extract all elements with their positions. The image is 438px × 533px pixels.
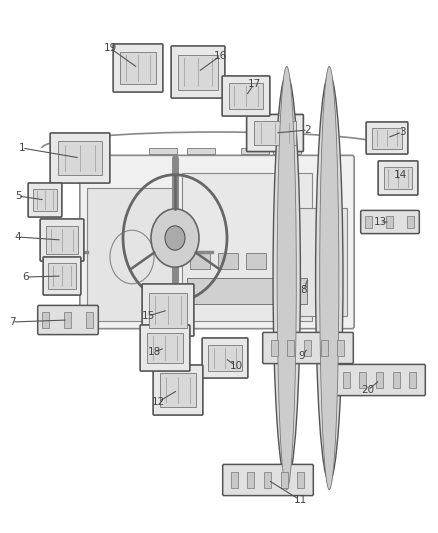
- Text: 16: 16: [213, 51, 226, 61]
- Text: 12: 12: [152, 397, 165, 407]
- FancyBboxPatch shape: [40, 219, 84, 261]
- Bar: [393, 372, 400, 389]
- Bar: [287, 340, 294, 357]
- Text: 10: 10: [230, 361, 243, 371]
- Bar: [230, 472, 237, 488]
- Circle shape: [151, 209, 199, 267]
- Bar: [187, 148, 215, 154]
- Bar: [337, 340, 344, 357]
- Bar: [271, 340, 278, 357]
- FancyBboxPatch shape: [140, 325, 190, 371]
- Ellipse shape: [320, 67, 339, 490]
- Bar: [182, 173, 312, 321]
- Circle shape: [165, 226, 185, 250]
- Bar: [274, 253, 294, 269]
- FancyBboxPatch shape: [222, 76, 270, 116]
- Bar: [376, 372, 383, 389]
- Text: 2: 2: [305, 125, 311, 135]
- Text: 18: 18: [147, 347, 161, 357]
- FancyBboxPatch shape: [38, 305, 98, 335]
- Bar: [64, 312, 71, 328]
- Text: 17: 17: [247, 79, 261, 89]
- Bar: [190, 253, 210, 269]
- Text: 15: 15: [141, 311, 155, 321]
- Bar: [247, 472, 254, 488]
- FancyBboxPatch shape: [360, 211, 419, 233]
- FancyBboxPatch shape: [113, 44, 163, 92]
- Bar: [343, 372, 350, 389]
- Bar: [48, 263, 76, 288]
- Bar: [160, 373, 196, 407]
- Bar: [254, 121, 296, 146]
- FancyBboxPatch shape: [247, 115, 304, 151]
- Bar: [386, 216, 393, 228]
- Bar: [149, 148, 177, 154]
- Text: 6: 6: [23, 272, 29, 282]
- Bar: [359, 372, 366, 389]
- FancyBboxPatch shape: [366, 122, 408, 154]
- Bar: [178, 54, 218, 90]
- Text: 7: 7: [9, 317, 15, 327]
- Text: 8: 8: [301, 285, 307, 295]
- Bar: [282, 208, 347, 316]
- FancyBboxPatch shape: [263, 333, 353, 364]
- Bar: [149, 293, 187, 327]
- Bar: [120, 52, 156, 84]
- Bar: [229, 83, 264, 109]
- FancyBboxPatch shape: [223, 464, 313, 496]
- Bar: [86, 312, 93, 328]
- Bar: [321, 340, 328, 357]
- Bar: [365, 216, 372, 228]
- Ellipse shape: [273, 75, 300, 482]
- Text: 1: 1: [19, 143, 25, 153]
- Bar: [273, 148, 301, 154]
- Bar: [33, 189, 57, 211]
- Text: 19: 19: [103, 43, 117, 53]
- Bar: [147, 333, 183, 364]
- Bar: [297, 472, 304, 488]
- Bar: [87, 188, 177, 321]
- Bar: [384, 167, 413, 189]
- FancyBboxPatch shape: [142, 284, 194, 336]
- Text: 14: 14: [393, 170, 406, 180]
- Bar: [58, 141, 102, 175]
- Bar: [241, 148, 269, 154]
- Text: 20: 20: [361, 385, 374, 395]
- Ellipse shape: [277, 67, 296, 490]
- Ellipse shape: [316, 75, 343, 482]
- Bar: [281, 472, 288, 488]
- FancyBboxPatch shape: [43, 257, 81, 295]
- Text: 3: 3: [399, 127, 405, 137]
- Text: 5: 5: [15, 191, 21, 201]
- Bar: [407, 216, 414, 228]
- Bar: [42, 312, 49, 328]
- FancyBboxPatch shape: [28, 183, 62, 217]
- Bar: [372, 127, 402, 149]
- FancyBboxPatch shape: [80, 155, 354, 329]
- FancyBboxPatch shape: [171, 46, 225, 98]
- FancyBboxPatch shape: [335, 365, 425, 395]
- Bar: [208, 345, 242, 372]
- Text: 13: 13: [373, 217, 387, 227]
- FancyBboxPatch shape: [202, 338, 248, 378]
- FancyBboxPatch shape: [50, 133, 110, 183]
- Bar: [218, 253, 238, 269]
- Bar: [410, 372, 417, 389]
- Text: 4: 4: [15, 232, 21, 242]
- Bar: [264, 472, 271, 488]
- FancyBboxPatch shape: [153, 365, 203, 415]
- FancyBboxPatch shape: [378, 161, 418, 195]
- Text: 11: 11: [293, 495, 307, 505]
- Bar: [246, 253, 266, 269]
- Bar: [187, 278, 307, 304]
- Bar: [304, 340, 311, 357]
- Bar: [46, 226, 78, 254]
- Text: 9: 9: [299, 351, 305, 361]
